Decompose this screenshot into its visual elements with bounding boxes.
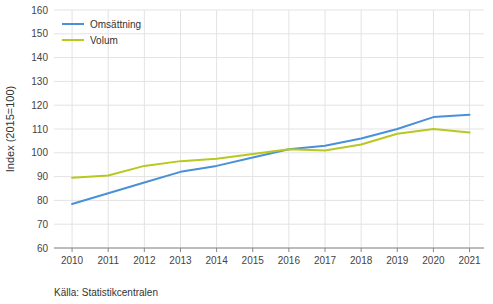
y-tick-label: 150 [31,28,48,39]
x-tick-label: 2013 [169,255,192,266]
x-grid-line [469,10,470,248]
plot-area [72,115,469,204]
x-grid-line [361,10,362,248]
x-tick [325,248,326,252]
y-tick-label: 90 [37,171,49,182]
x-tick [72,248,73,252]
y-tick-label: 80 [37,195,49,206]
x-tick-label: 2018 [350,255,373,266]
chart-container: 60 70 80 90 100 110 120 130 140 150 160 2010 2011 201… [0,0,493,304]
x-axis-line [54,248,484,249]
x-tick [397,248,398,252]
y-tick-label: 110 [32,124,48,135]
x-grid-line [108,10,109,248]
x-tick-label: 2016 [278,255,301,266]
y-tick-label: 120 [31,100,48,111]
x-grid-line [288,10,289,248]
x-tick-label: 2019 [386,255,409,266]
x-tick-label: 2017 [314,255,337,266]
x-tick [433,248,434,252]
y-grid-line [54,81,484,82]
y-grid-line [54,10,484,11]
x-grid-line [72,10,73,248]
series-line [72,129,469,178]
x-grid-line [180,10,181,248]
y-tick-label: 140 [31,52,48,63]
y-grid-line [54,224,484,225]
legend: Omsättning Volum [62,19,141,46]
legend-swatch [62,23,84,25]
chart: 60 70 80 90 100 110 120 130 140 150 160 2010 2011 201… [0,0,493,304]
x-tick [108,248,109,252]
x-tick [361,248,362,252]
x-tick-label: 2021 [458,255,481,266]
x-tick [216,248,217,252]
x-tick [252,248,253,252]
x-tick-label: 2010 [61,255,84,266]
axes: 60 70 80 90 100 110 120 130 140 150 160 2010 2011 201… [31,5,484,267]
legend-swatch [62,39,84,41]
x-grid-line [325,10,326,248]
y-axis-label: Index (2015=100) [4,86,16,173]
legend-label: Omsättning [90,19,141,30]
y-grid-line [54,176,484,177]
y-tick-label: 130 [31,76,48,87]
y-grid-line [54,57,484,58]
x-tick-label: 2020 [422,255,445,266]
x-grid-line [216,10,217,248]
y-grid-line [54,105,484,106]
x-tick-label: 2012 [133,255,156,266]
x-tick [144,248,145,252]
grid [54,10,484,248]
x-tick-label: 2014 [205,255,228,266]
y-tick-label: 100 [31,147,48,158]
x-tick-label: 2011 [97,255,119,266]
x-tick [288,248,289,252]
y-tick-label: 70 [37,219,49,230]
y-grid-line [54,248,484,249]
y-tick-label: 60 [37,243,49,254]
legend-label: Volum [90,35,118,46]
x-tick [180,248,181,252]
source-note: Källa: Statistikcentralen [54,287,158,298]
x-tick-label: 2015 [242,255,265,266]
y-grid-line [54,200,484,201]
y-grid-line [54,33,484,34]
y-tick-label: 160 [31,5,48,16]
x-grid-line [252,10,253,248]
series-line [72,115,469,204]
x-grid-line [144,10,145,248]
y-grid-line [54,129,484,130]
x-tick [469,248,470,252]
